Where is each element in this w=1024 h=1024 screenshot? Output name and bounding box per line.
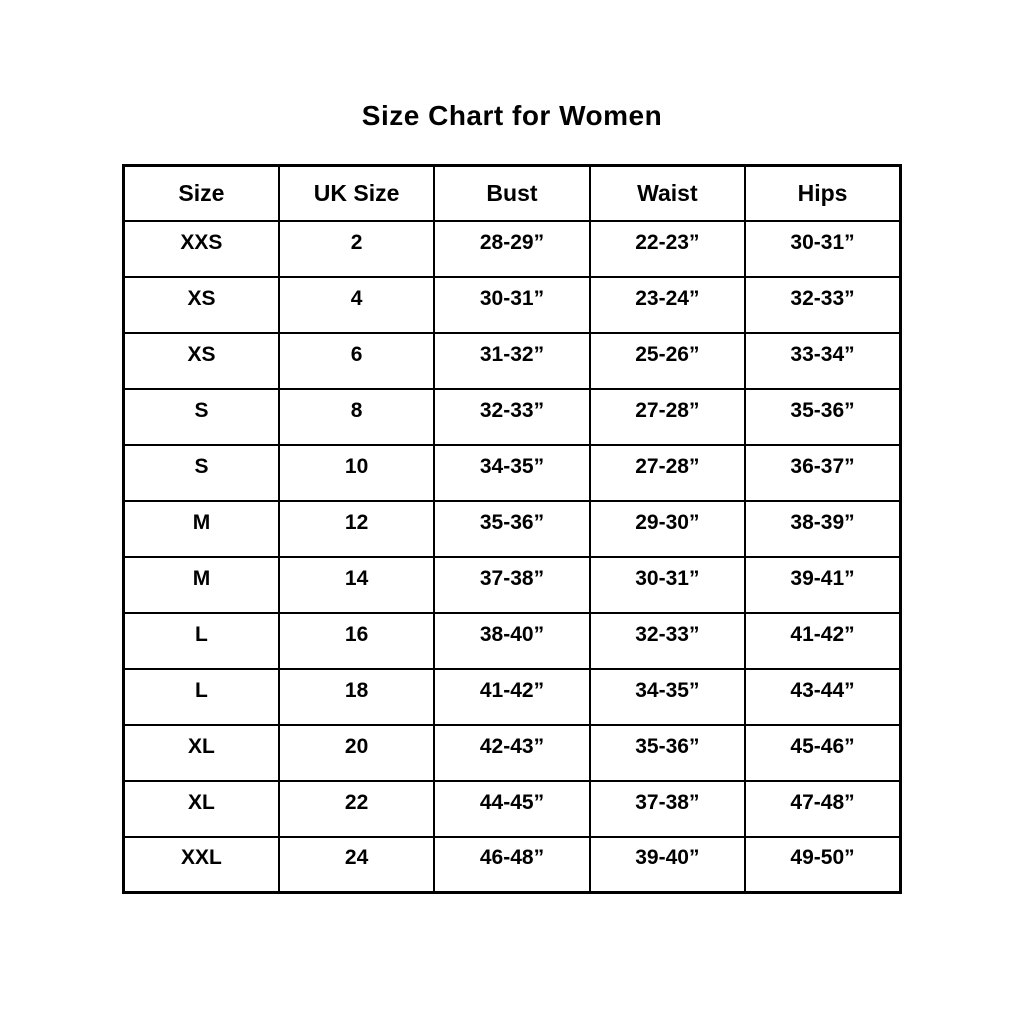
table-cell: 35-36” <box>433 499 591 558</box>
table-cell: 23-24” <box>588 275 747 334</box>
table-cell: 43-44” <box>744 667 902 726</box>
table-row: XXS 2 28-29” 22-23” 30-31” <box>122 219 902 278</box>
table-row: XL 20 42-43” 35-36” 45-46” <box>122 723 902 782</box>
table-cell: 47-48” <box>744 779 902 838</box>
table-cell: XXS <box>122 219 280 278</box>
table-cell: 32-33” <box>588 611 747 670</box>
table-cell: 18 <box>277 667 436 726</box>
page-title: Size Chart for Women <box>361 100 663 131</box>
table-cell: 14 <box>277 555 436 614</box>
table-cell: 31-32” <box>433 331 591 390</box>
table-row: M 14 37-38” 30-31” 39-41” <box>122 555 902 614</box>
table-cell: 45-46” <box>744 723 902 782</box>
table-cell: 24 <box>277 835 436 894</box>
column-header-bust: Bust <box>433 164 591 222</box>
table-cell: 12 <box>277 499 436 558</box>
table-row: S 8 32-33” 27-28” 35-36” <box>122 387 902 446</box>
table-cell: XL <box>122 779 280 838</box>
column-header-hips: Hips <box>744 164 902 222</box>
table-cell: 34-35” <box>433 443 591 502</box>
table-cell: 16 <box>277 611 436 670</box>
table-cell: S <box>122 443 280 502</box>
table-cell: 32-33” <box>744 275 902 334</box>
table-cell: 30-31” <box>744 219 902 278</box>
table-cell: 46-48” <box>433 835 591 894</box>
table-cell: 34-35” <box>588 667 747 726</box>
table-cell: 30-31” <box>588 555 747 614</box>
table-cell: 37-38” <box>588 779 747 838</box>
table-cell: 27-28” <box>588 443 747 502</box>
table-cell: 35-36” <box>744 387 902 446</box>
table-cell: 10 <box>277 443 436 502</box>
table-cell: 4 <box>277 275 436 334</box>
table-cell: 41-42” <box>744 611 902 670</box>
table-row: M 12 35-36” 29-30” 38-39” <box>122 499 902 558</box>
table-row: L 16 38-40” 32-33” 41-42” <box>122 611 902 670</box>
table-cell: 33-34” <box>744 331 902 390</box>
table-cell: 22-23” <box>588 219 747 278</box>
table-row: S 10 34-35” 27-28” 36-37” <box>122 443 902 502</box>
table-body: XXS 2 28-29” 22-23” 30-31” XS 4 30-31” 23-24” 32-… <box>122 219 902 894</box>
table-cell: 44-45” <box>433 779 591 838</box>
table-cell: 38-40” <box>433 611 591 670</box>
table-cell: L <box>122 611 280 670</box>
table-cell: M <box>122 555 280 614</box>
table-cell: 42-43” <box>433 723 591 782</box>
column-header-waist: Waist <box>588 164 747 222</box>
table-cell: 49-50” <box>744 835 902 894</box>
table-cell: 39-40” <box>588 835 747 894</box>
table-cell: 25-26” <box>588 331 747 390</box>
table-cell: M <box>122 499 280 558</box>
table-cell: 8 <box>277 387 436 446</box>
header-row: Size UK Size Bust Waist Hips <box>122 164 902 222</box>
table-cell: XXL <box>122 835 280 894</box>
column-header-uk-size: UK Size <box>277 164 436 222</box>
table-cell: 27-28” <box>588 387 747 446</box>
table-cell: 22 <box>277 779 436 838</box>
table-cell: 29-30” <box>588 499 747 558</box>
table-cell: S <box>122 387 280 446</box>
table-cell: L <box>122 667 280 726</box>
table-cell: 32-33” <box>433 387 591 446</box>
table-row: XS 6 31-32” 25-26” 33-34” <box>122 331 902 390</box>
table-cell: 39-41” <box>744 555 902 614</box>
table-cell: XS <box>122 331 280 390</box>
table-cell: 6 <box>277 331 436 390</box>
table-header: Size UK Size Bust Waist Hips <box>122 164 902 222</box>
table-cell: XS <box>122 275 280 334</box>
table-row: XXL 24 46-48” 39-40” 49-50” <box>122 835 902 894</box>
size-chart-table: Size UK Size Bust Waist Hips XXS 2 28-29” 22-23… <box>122 164 902 894</box>
table-row: XS 4 30-31” 23-24” 32-33” <box>122 275 902 334</box>
table-cell: 28-29” <box>433 219 591 278</box>
table-cell: XL <box>122 723 280 782</box>
table-cell: 38-39” <box>744 499 902 558</box>
table-cell: 37-38” <box>433 555 591 614</box>
table-cell: 41-42” <box>433 667 591 726</box>
table-cell: 30-31” <box>433 275 591 334</box>
column-header-size: Size <box>122 164 280 222</box>
table-cell: 20 <box>277 723 436 782</box>
table-row: XL 22 44-45” 37-38” 47-48” <box>122 779 902 838</box>
table-row: L 18 41-42” 34-35” 43-44” <box>122 667 902 726</box>
table-cell: 36-37” <box>744 443 902 502</box>
table-cell: 35-36” <box>588 723 747 782</box>
table-cell: 2 <box>277 219 436 278</box>
